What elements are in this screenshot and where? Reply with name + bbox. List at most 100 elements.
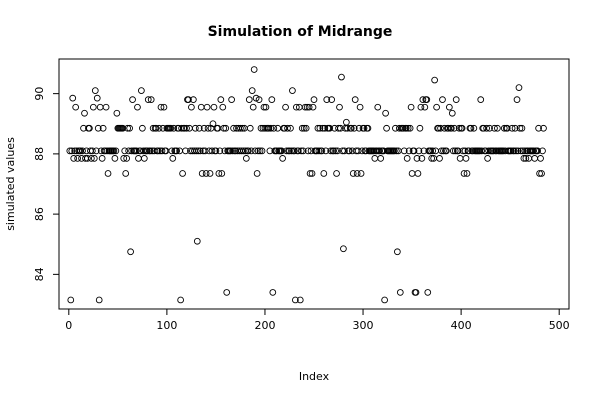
data-point (217, 96, 225, 104)
data-point (531, 155, 539, 162)
data-point (121, 147, 129, 155)
data-point (308, 170, 316, 177)
data-point (408, 170, 416, 177)
data-point (296, 296, 304, 304)
data-point (90, 155, 98, 162)
data-point (124, 124, 132, 132)
data-point (201, 147, 209, 155)
data-point (486, 124, 493, 132)
data-point (503, 124, 511, 132)
data-point (340, 245, 347, 253)
data-point (143, 147, 151, 155)
data-point (301, 103, 309, 111)
data-point (306, 170, 314, 177)
data-point (353, 170, 361, 177)
data-point (286, 147, 293, 155)
data-point (491, 124, 498, 132)
data-point (322, 147, 330, 155)
data-point (129, 96, 136, 104)
data-point (315, 147, 323, 155)
data-point (478, 147, 486, 155)
data-point (463, 170, 471, 177)
data-point (192, 147, 200, 155)
data-point (86, 124, 93, 132)
data-point (437, 124, 444, 132)
data-point (400, 147, 408, 155)
data-point (423, 96, 431, 104)
data-point (421, 103, 429, 111)
data-point (210, 103, 218, 111)
data-point (110, 147, 118, 155)
data-point (383, 124, 390, 132)
data-point (223, 289, 231, 296)
data-point (443, 147, 450, 155)
data-point (344, 124, 351, 132)
data-point (332, 147, 339, 155)
data-point (283, 147, 290, 155)
data-point (338, 73, 345, 81)
data-point (209, 120, 217, 128)
data-point (215, 170, 223, 177)
data-point (513, 96, 521, 104)
data-point (113, 109, 121, 117)
data-point (314, 124, 322, 132)
data-point (534, 147, 541, 155)
data-point (536, 170, 543, 177)
data-point (452, 96, 460, 104)
data-point (449, 147, 457, 155)
data-point (69, 94, 77, 102)
data-point (403, 155, 411, 162)
data-point (540, 124, 547, 132)
data-point (88, 155, 95, 162)
data-point (93, 94, 101, 102)
data-point (278, 147, 285, 155)
data-point (112, 147, 120, 155)
data-point (135, 155, 142, 162)
data-point (431, 76, 438, 84)
data-point (302, 124, 310, 132)
data-point (140, 155, 148, 162)
data-point (410, 147, 418, 155)
data-point (66, 147, 74, 155)
data-point (309, 103, 317, 111)
data-point (297, 147, 305, 155)
data-point (67, 296, 75, 304)
data-point (126, 124, 133, 132)
data-point (381, 296, 388, 304)
data-point (440, 147, 447, 155)
data-point (220, 124, 228, 132)
chart-title: Simulation of Midrange (208, 24, 393, 40)
data-point (229, 147, 236, 155)
data-point (393, 147, 400, 155)
data-point (414, 170, 422, 177)
data-point (519, 147, 527, 155)
data-point (188, 103, 195, 111)
data-point (152, 124, 160, 132)
data-point (321, 124, 329, 132)
data-point (198, 170, 206, 177)
data-point (120, 155, 128, 162)
data-point (516, 124, 524, 132)
data-point (470, 124, 478, 132)
data-point (84, 155, 91, 162)
data-point (323, 96, 331, 104)
data-point (208, 147, 216, 155)
data-point (405, 147, 413, 155)
data-point (190, 96, 197, 104)
data-point (138, 87, 145, 94)
data-point (318, 147, 326, 155)
data-point (167, 124, 175, 132)
x-tick-label: 0 (65, 319, 72, 332)
data-point (206, 170, 214, 177)
data-point (356, 103, 364, 111)
data-point (154, 147, 162, 155)
data-point (364, 124, 372, 132)
data-point (268, 96, 276, 104)
data-point (304, 147, 312, 155)
data-point (256, 147, 264, 155)
data-point (345, 147, 353, 155)
x-tick-label: 400 (451, 319, 472, 332)
data-point (254, 147, 262, 155)
data-point (539, 147, 546, 155)
data-point (326, 124, 334, 132)
